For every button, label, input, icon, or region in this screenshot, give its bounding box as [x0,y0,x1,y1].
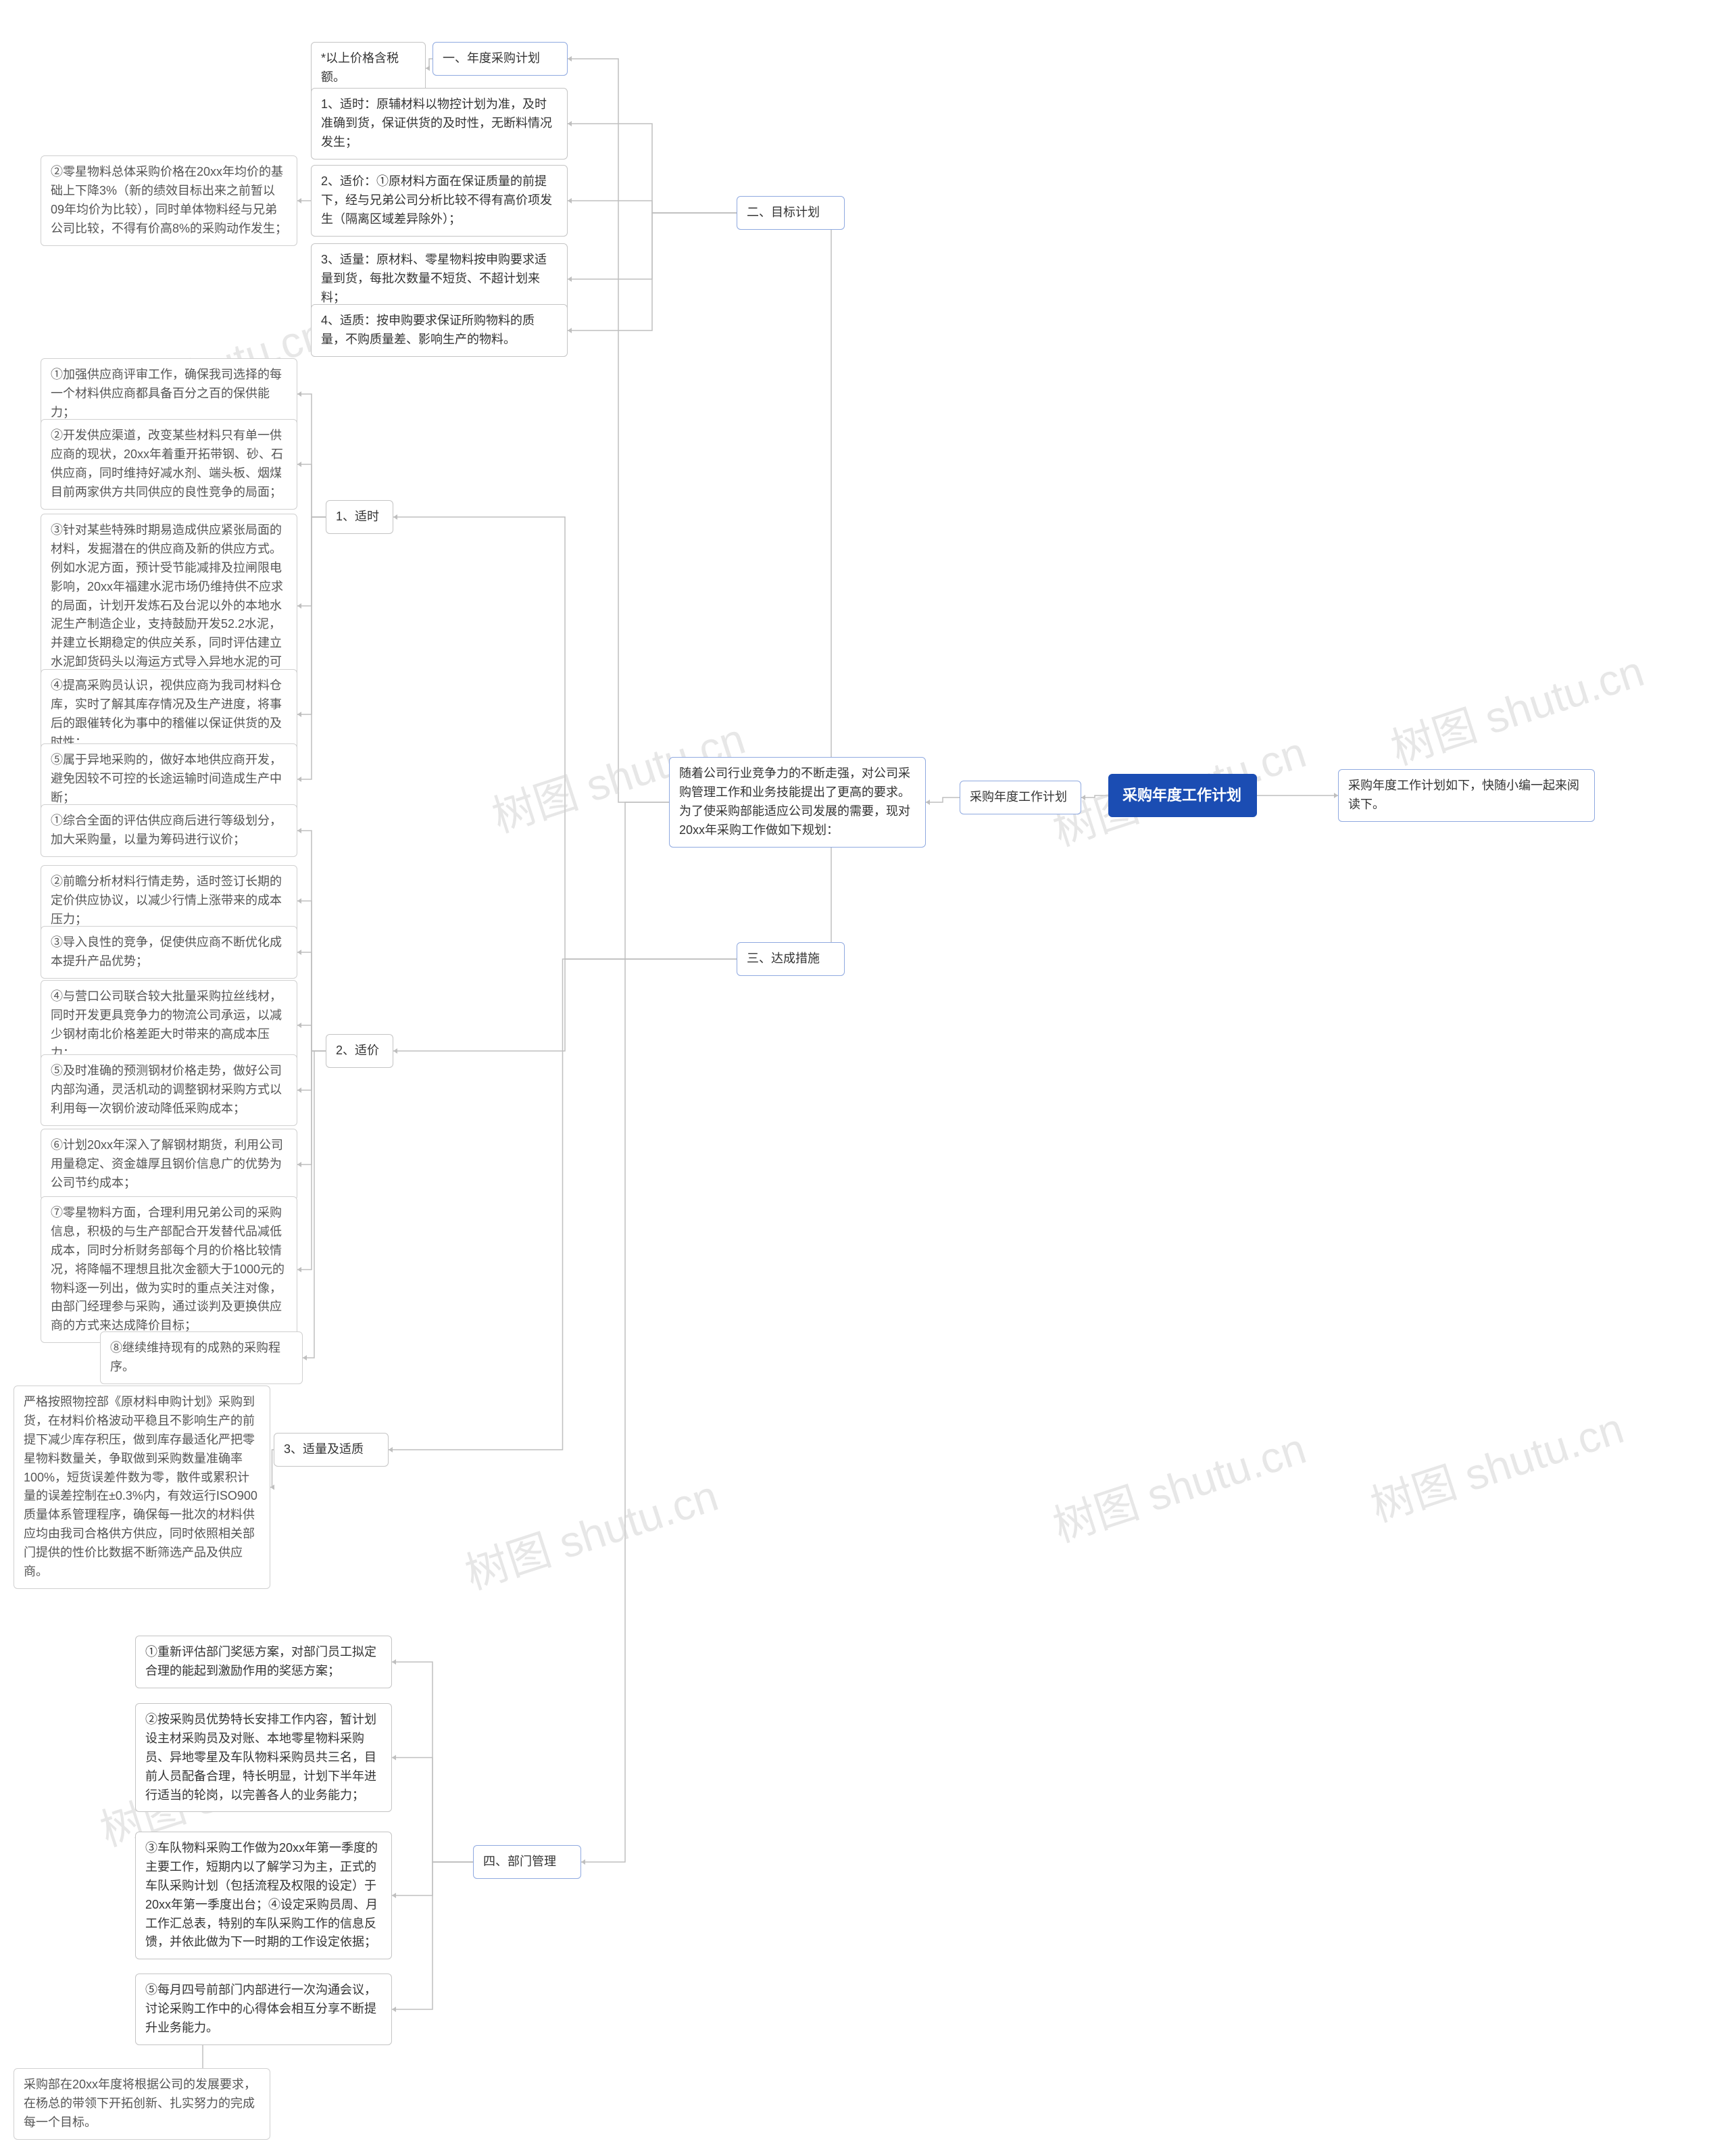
node-right1: 采购年度工作计划如下，快随小编一起来阅读下。 [1338,769,1595,822]
edge [926,798,960,802]
edge-arrow [926,800,930,805]
edge [297,517,326,714]
node-m2c: ③导入良性的竞争，促使供应商不断优化成本提升产品优势； [41,926,297,979]
edge [297,394,326,517]
edge-arrow [392,2007,396,2012]
node-s2b: 2、适价：①原材料方面在保证质量的前提下，经与兄弟公司分析比较不得有高价项发生（… [311,165,568,237]
edge [297,901,326,1051]
edge-arrow [392,1755,396,1761]
edge [297,1051,326,1090]
node-s2a: 1、适时：原辅材料以物控计划为准，及时准确到货，保证供货的及时性，无断料情况发生… [311,88,568,160]
edge [303,1051,326,1358]
root-node: 采购年度工作计划 [1108,774,1257,817]
edge [392,1862,473,1896]
edge [393,959,737,1051]
watermark: 树图 shutu.cn [1382,637,1650,777]
edge [392,1862,473,2009]
edge-arrow [297,712,301,717]
node-m2g: ⑦零星物料方面，合理利用兄弟公司的采购信息，积极的与生产部配合开发替代品减低成本… [41,1196,297,1343]
edge-arrow [393,1048,397,1054]
watermark: 树图 shutu.cn [1362,1394,1630,1534]
edge-arrow [297,391,301,397]
edge-arrow [297,604,301,609]
edge [568,59,669,802]
node-m3a: 严格按照物控部《原材料申购计划》采购到货，在材料价格波动平稳且不影响生产的前提下… [14,1386,270,1589]
node-s1a: *以上价格含税额。 [311,42,426,95]
edge-arrow [297,898,301,904]
edge [392,1758,473,1863]
edge-arrow [393,514,397,520]
edge-arrow [581,1859,585,1865]
node-left_intro: 随着公司行业竞争力的不断走强，对公司采购管理工作和业务技能提出了更高的要求。为了… [669,757,926,848]
edge [393,517,737,959]
edge [297,952,326,1051]
node-left_plan: 采购年度工作计划 [960,781,1081,814]
edge [1081,795,1108,798]
edge [426,59,432,68]
node-m3: 3、适量及适质 [274,1433,389,1467]
edge [389,959,737,1450]
edge-arrow [297,1162,301,1167]
edge-arrow [297,1267,301,1273]
edge-arrow [297,1087,301,1093]
node-m2: 2、适价 [326,1034,393,1068]
edge [392,1662,473,1862]
node-d2: ②按采购员优势特长安排工作内容，暂计划设主材采购员及对账、本地零星物料采购员、异… [135,1703,392,1812]
edge [568,124,737,213]
node-s1: 一、年度采购计划 [432,42,568,76]
node-s2b2: ②零星物料总体采购价格在20xx年均价的基础上下降3%（新的绩效目标出来之前暂以… [41,155,297,246]
node-m2h: ⑧继续维持现有的成熟的采购程序。 [100,1331,303,1384]
edge [581,802,669,1862]
edge-arrow [297,462,301,467]
node-m1: 1、适时 [326,500,393,534]
edge [568,213,737,330]
edge [568,213,737,279]
edge-arrow [1081,795,1085,800]
node-d4: ⑤每月四号前部门内部进行一次沟通会议，讨论采购工作中的心得体会相互分享不断提升业… [135,1974,392,2045]
node-m2a: ①综合全面的评估供应商后进行等级划分，加大采购量，以量为筹码进行议价； [41,804,297,857]
edge [297,1025,326,1051]
edge [297,1051,326,1270]
node-m2e: ⑤及时准确的预测钢材价格走势，做好公司内部沟通，灵活机动的调整钢材采购方式以利用… [41,1054,297,1126]
edge-arrow [392,1893,396,1898]
edge [297,517,326,779]
watermark: 树图 shutu.cn [1044,1414,1312,1554]
edge-arrow [392,1659,396,1665]
edge-arrow [568,276,572,282]
node-m1b: ②开发供应渠道，改变某些材料只有单一供应商的现状，20xx年着重开拓带钢、砂、石… [41,419,297,510]
node-m2f: ⑥计划20xx年深入了解钢材期货，利用公司用量稳定、资金雄厚且钢价信息广的优势为… [41,1129,297,1200]
edge [297,831,326,1051]
node-d3: ③车队物料采购工作做为20xx年第一季度的主要工作，短期内以了解学习为主，正式的… [135,1832,392,1959]
edge-arrow [568,328,572,333]
edge-arrow [297,777,301,782]
edge-arrow [297,1023,301,1028]
watermark: 树图 shutu.cn [456,1461,724,1601]
edge-arrow [568,198,572,203]
node-d1: ①重新评估部门奖惩方案，对部门员工拟定合理的能起到激励作用的奖惩方案； [135,1636,392,1688]
node-s2: 二、目标计划 [737,196,845,230]
node-s4: 四、部门管理 [473,1845,581,1879]
edge [297,1051,326,1165]
node-s2d: 4、适质：按申购要求保证所购物料的质量，不购质量差、影响生产的物料。 [311,304,568,357]
edge-arrow [297,828,301,833]
edge-arrow [568,121,572,126]
edge-arrow [568,56,572,62]
edge-arrow [303,1355,307,1361]
edge [568,201,737,213]
node-s3: 三、达成措施 [737,942,845,976]
edge [297,517,326,606]
edge [297,464,326,517]
edge-arrow [389,1447,393,1452]
edge-arrow [297,950,301,955]
edge [737,213,926,802]
edge-arrow [297,198,301,203]
edge-arrow [426,66,430,71]
edge-arrow [270,1485,274,1490]
node-d4x: 采购部在20xx年度将根据公司的发展要求，在杨总的带领下开拓创新、扎实努力的完成… [14,2068,270,2140]
